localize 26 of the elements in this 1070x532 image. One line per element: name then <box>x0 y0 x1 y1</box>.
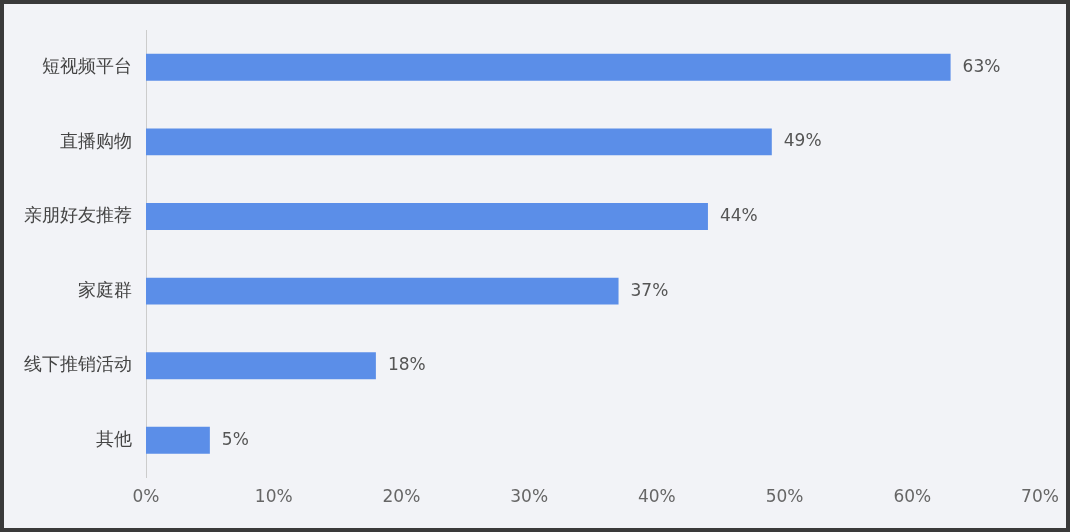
data-label: 63% <box>962 55 1001 76</box>
bar <box>146 128 772 156</box>
bar <box>146 352 376 380</box>
bar <box>146 277 619 305</box>
y-tick-label: 线下推销活动 <box>24 353 132 375</box>
data-label: 44% <box>719 204 758 225</box>
x-tick-label: 60% <box>893 486 932 507</box>
x-tick-label: 30% <box>510 486 549 507</box>
y-tick-label: 家庭群 <box>78 278 132 300</box>
y-tick-label: 亲朋好友推荐 <box>24 204 132 226</box>
data-label: 49% <box>783 130 822 151</box>
data-label: 18% <box>387 354 426 375</box>
x-tick-label: 10% <box>254 486 293 507</box>
bar <box>146 53 951 81</box>
x-tick-label: 0% <box>132 486 160 507</box>
bar <box>146 203 708 230</box>
data-label: 37% <box>630 279 669 300</box>
y-tick-label: 短视频平台 <box>42 54 132 76</box>
bar <box>146 426 210 454</box>
y-tick-label: 其他 <box>96 427 132 449</box>
y-tick-label: 直播购物 <box>60 129 132 151</box>
x-tick-label: 50% <box>765 486 804 507</box>
x-tick-label: 20% <box>382 486 421 507</box>
x-tick-label: 70% <box>1021 486 1059 507</box>
x-tick-label: 40% <box>637 486 676 507</box>
data-label: 5% <box>221 428 249 449</box>
